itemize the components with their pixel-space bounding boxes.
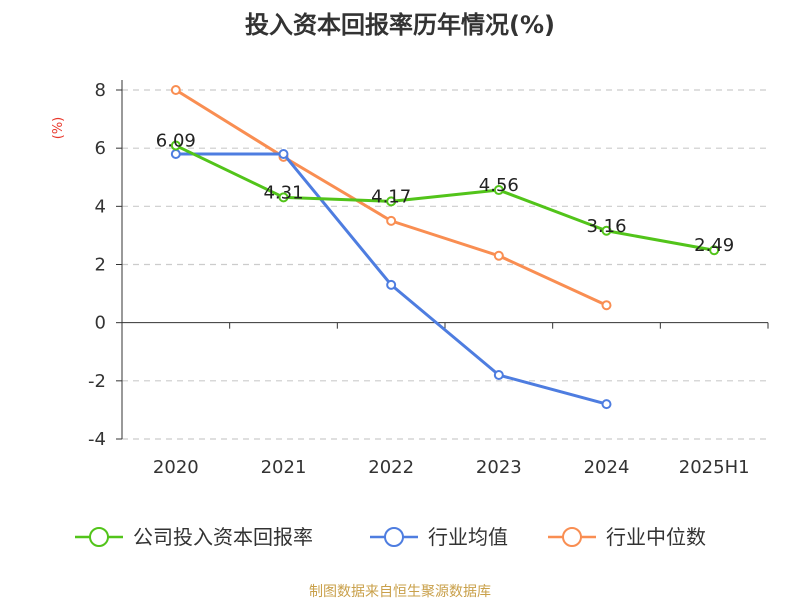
y-tick-label: 6 [95, 138, 106, 159]
data-point [278, 192, 289, 203]
data-point [601, 399, 612, 410]
y-tick-label: 8 [95, 80, 106, 101]
y-tick-label: 4 [95, 196, 106, 217]
axes [116, 80, 769, 440]
legend-item[interactable]: 行业中位数 [548, 525, 706, 549]
grid-lines [122, 89, 768, 440]
data-label: 4.56 [479, 175, 519, 196]
x-tick-label: 2021 [261, 457, 307, 478]
legend-label: 行业中位数 [606, 525, 706, 549]
y-tick-label: -2 [88, 371, 106, 392]
tick-labels: 8 6 4 2 0 -2 -4 2020 2021 2022 2023 2024 2025H1 [88, 80, 750, 478]
data-point [170, 140, 181, 151]
data-point [386, 196, 397, 207]
x-tick-label: 2024 [584, 457, 630, 478]
legend-item[interactable]: 行业均值 [370, 525, 508, 549]
series-layer [170, 85, 720, 410]
legend-swatch-marker [384, 527, 404, 547]
legend-swatch-marker [562, 527, 582, 547]
legend[interactable]: 公司投入资本回报率 行业均值 行业中位数 [75, 525, 706, 549]
data-point [170, 85, 181, 95]
y-tick-label: -4 [88, 429, 106, 450]
legend-swatch-marker [89, 527, 109, 547]
data-point [493, 185, 504, 196]
x-tick-label: 2022 [368, 457, 414, 478]
legend-label: 行业均值 [428, 525, 508, 549]
legend-item[interactable]: 公司投入资本回报率 [75, 525, 313, 549]
y-tick-label: 2 [95, 255, 106, 276]
data-label: 2.49 [694, 235, 734, 256]
x-tick-label: 2020 [153, 457, 199, 478]
data-label: 4.17 [371, 186, 411, 207]
x-tick-label: 2023 [476, 457, 522, 478]
chart-title: 投入资本回报率历年情况(%) [245, 11, 555, 39]
data-labels: 6.09 4.31 4.17 4.56 3.16 2.49 [156, 131, 734, 257]
legend-label: 公司投入资本回报率 [133, 525, 313, 549]
data-label: 6.09 [156, 131, 196, 152]
data-point [709, 245, 720, 256]
x-tick-label: 2025H1 [679, 457, 750, 478]
y-tick-label: 0 [95, 313, 106, 334]
data-point [386, 215, 397, 226]
y-axis-unit-label: (%) [51, 117, 66, 140]
data-point [278, 148, 289, 159]
data-label: 4.31 [263, 182, 303, 203]
data-point [493, 250, 504, 261]
data-point [493, 370, 504, 381]
data-point [386, 279, 397, 290]
data-point [601, 300, 612, 311]
series-line [175, 144, 715, 252]
data-point [601, 225, 612, 236]
source-note: 制图数据来自恒生聚源数据库 [309, 584, 491, 600]
data-label: 3.16 [586, 216, 626, 237]
